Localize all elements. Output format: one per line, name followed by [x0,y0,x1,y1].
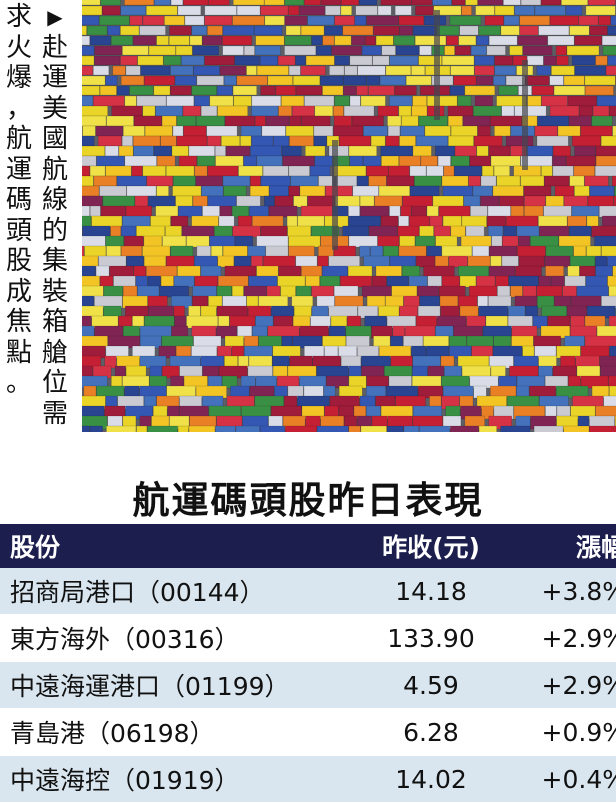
container-terminal-photo [82,0,616,432]
caption-char: 求 [2,2,36,33]
caption-char: 點 [2,338,36,369]
stock-change: +0.9% [496,709,616,756]
caption-char: 碼 [2,185,36,216]
table-row: 青島港（06198） 6.28 +0.9% [0,709,616,756]
caption-char: 艙 [38,338,72,369]
caption-column-1: ▶ 赴運美國航線的集裝箱艙位需 [38,2,72,429]
stock-name: 中遠海運港口（01199） [0,662,366,709]
stock-close: 6.28 [366,709,496,756]
stock-close: 133.90 [366,615,496,662]
caption-char: 集 [38,246,72,277]
table-row: 中遠海控（01919） 14.02 +0.4% [0,756,616,803]
stock-name: 中遠海控（01919） [0,756,366,803]
caption-char: 線 [38,185,72,216]
caption-char: 航 [2,124,36,155]
table-title: 航運碼頭股昨日表現 [0,470,616,524]
stock-name: 青島港（06198） [0,709,366,756]
stock-close: 14.02 [366,756,496,803]
container-stacks-image [82,0,616,432]
caption-column-2: 求火爆，航運碼頭股成焦點。 [2,2,36,399]
stock-close: 14.18 [366,568,496,615]
caption-char: 的 [38,216,72,247]
caption-char: 國 [38,124,72,155]
stock-name: 招商局港口（00144） [0,568,366,615]
stock-close: 4.59 [366,662,496,709]
stock-performance-table: 股份 昨收(元) 漲幅 招商局港口（00144） 14.18 +3.8% 東方海… [0,524,616,803]
caption-char: 成 [2,277,36,308]
caption-char: 爆 [2,63,36,94]
stock-change: +0.4% [496,756,616,803]
caption-char: ， [2,94,36,125]
caption-char: 需 [38,399,72,430]
caption-char: 運 [2,155,36,186]
header-change: 漲幅 [496,524,616,568]
caption-char: 運 [38,63,72,94]
header-close: 昨收(元) [366,524,496,568]
caption-char: 航 [38,155,72,186]
caption-char: 股 [2,246,36,277]
caption-char: 。 [2,368,36,399]
table-row: 東方海外（00316） 133.90 +2.9% [0,615,616,662]
caption-char: 火 [2,33,36,64]
stock-name: 東方海外（00316） [0,615,366,662]
caption-char: 裝 [38,277,72,308]
caption-char: 位 [38,368,72,399]
photo-caption: 求火爆，航運碼頭股成焦點。 ▶ 赴運美國航線的集裝箱艙位需 [0,0,80,440]
caption-char: 箱 [38,307,72,338]
stock-change: +3.8% [496,568,616,615]
caption-char: 美 [38,94,72,125]
stock-change: +2.9% [496,615,616,662]
header-stock: 股份 [0,524,366,568]
caption-char: 赴 [38,33,72,64]
caption-arrow-icon: ▶ [38,2,72,33]
table-row: 招商局港口（00144） 14.18 +3.8% [0,568,616,615]
table-header-row: 股份 昨收(元) 漲幅 [0,524,616,568]
stock-change: +2.9% [496,662,616,709]
table-row: 中遠海運港口（01199） 4.59 +2.9% [0,662,616,709]
caption-char: 頭 [2,216,36,247]
caption-char: 焦 [2,307,36,338]
